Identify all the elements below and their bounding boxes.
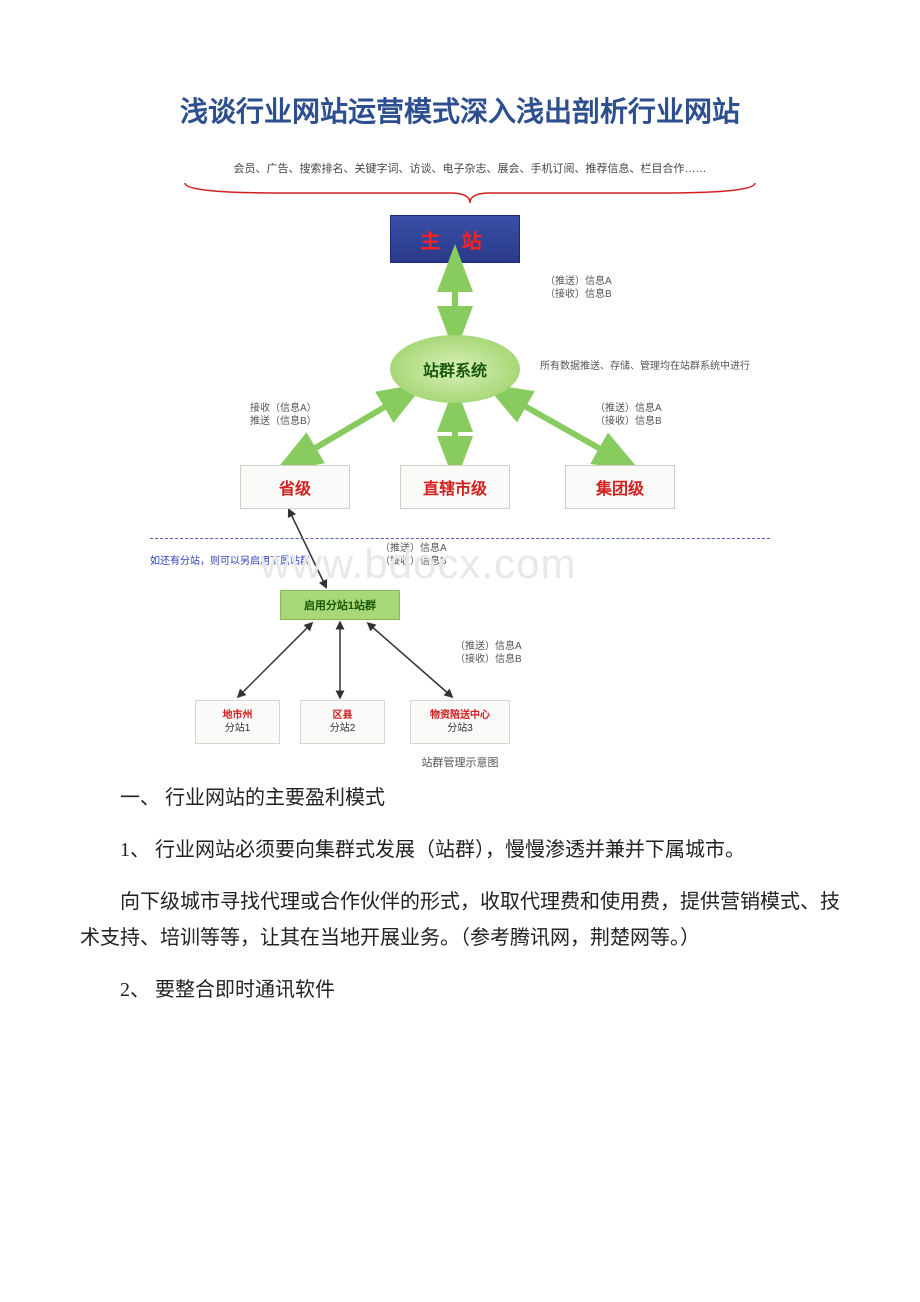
arrows-svg <box>150 160 770 760</box>
level-group: 集团级 <box>565 465 675 509</box>
note-recv-b-low: （接收）信息B <box>455 653 522 666</box>
note-push-a-low: （推送）信息A <box>455 640 522 653</box>
body-text: 一、 行业网站的主要盈利模式 1、 行业网站必须要向集群式发展（站群），慢慢渗透… <box>80 780 840 1008</box>
note-recv-b-mid: （接收）信息B <box>380 555 447 568</box>
paragraph-3: 2、 要整合即时通讯软件 <box>80 972 840 1008</box>
note-push-a-mid: （推送）信息A <box>380 542 447 555</box>
paragraph-2: 向下级城市寻找代理或合作伙伴的形式，收取代理费和使用费，提供营销模式、技术支持、… <box>80 884 840 956</box>
dash-note: 如还有分站，则可以另启用下属站群 <box>150 552 310 567</box>
sub-station-2: 区县 分站2 <box>300 700 385 744</box>
note-recv-b-right: （接收）信息B <box>595 415 662 428</box>
sub1-t2: 分站1 <box>225 722 251 735</box>
note-recv-a-left: 接收（信息A） <box>250 402 317 415</box>
sub-cluster-node: 启用分站1站群 <box>280 590 400 620</box>
level-municipality: 直辖市级 <box>400 465 510 509</box>
section-heading: 一、 行业网站的主要盈利模式 <box>80 780 840 816</box>
cluster-diagram: 会员、广告、搜索排名、关键字词、访谈、电子杂志、展会、手机订阅、推荐信息、栏目合… <box>150 160 770 760</box>
note-push-a-right: （推送）信息A <box>595 402 662 415</box>
sub1-t1: 地市州 <box>223 709 253 722</box>
dash-divider <box>150 538 770 539</box>
sub-station-3: 物资陪送中心 分站3 <box>410 700 510 744</box>
paragraph-1: 1、 行业网站必须要向集群式发展（站群），慢慢渗透并兼并下属城市。 <box>80 832 840 868</box>
cluster-system-node: 站群系统 <box>390 335 520 403</box>
sub3-t2: 分站3 <box>447 722 473 735</box>
sub3-t1: 物资陪送中心 <box>430 709 490 722</box>
diagram-caption: 站群管理示意图 <box>150 754 770 770</box>
note-push-b-left: 推送（信息B） <box>250 415 317 428</box>
page-title: 浅谈行业网站运营模式深入浅出剖析行业网站 <box>80 90 840 130</box>
cluster-note: 所有数据推送、存储、管理均在站群系统中进行 <box>540 360 750 373</box>
level-province: 省级 <box>240 465 350 509</box>
sub2-t1: 区县 <box>333 709 353 722</box>
sub-station-1: 地市州 分站1 <box>195 700 280 744</box>
sub2-t2: 分站2 <box>330 722 356 735</box>
